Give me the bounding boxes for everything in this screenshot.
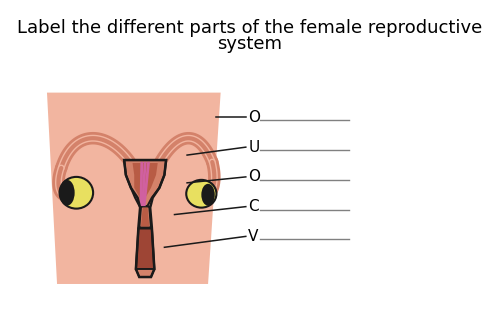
Text: O: O: [248, 110, 260, 125]
Text: U: U: [248, 140, 260, 154]
Ellipse shape: [186, 180, 216, 208]
Ellipse shape: [202, 184, 215, 206]
Polygon shape: [47, 92, 220, 284]
Text: O: O: [248, 169, 260, 184]
Text: Label the different parts of the female reproductive: Label the different parts of the female …: [18, 19, 482, 37]
Polygon shape: [132, 163, 158, 206]
Ellipse shape: [60, 177, 93, 209]
Polygon shape: [136, 228, 154, 269]
Text: V: V: [248, 229, 258, 244]
Polygon shape: [141, 208, 150, 226]
Text: system: system: [218, 35, 282, 53]
Polygon shape: [136, 269, 154, 277]
Ellipse shape: [60, 180, 74, 206]
Polygon shape: [140, 207, 151, 227]
Text: C: C: [248, 199, 259, 214]
Polygon shape: [124, 160, 166, 208]
